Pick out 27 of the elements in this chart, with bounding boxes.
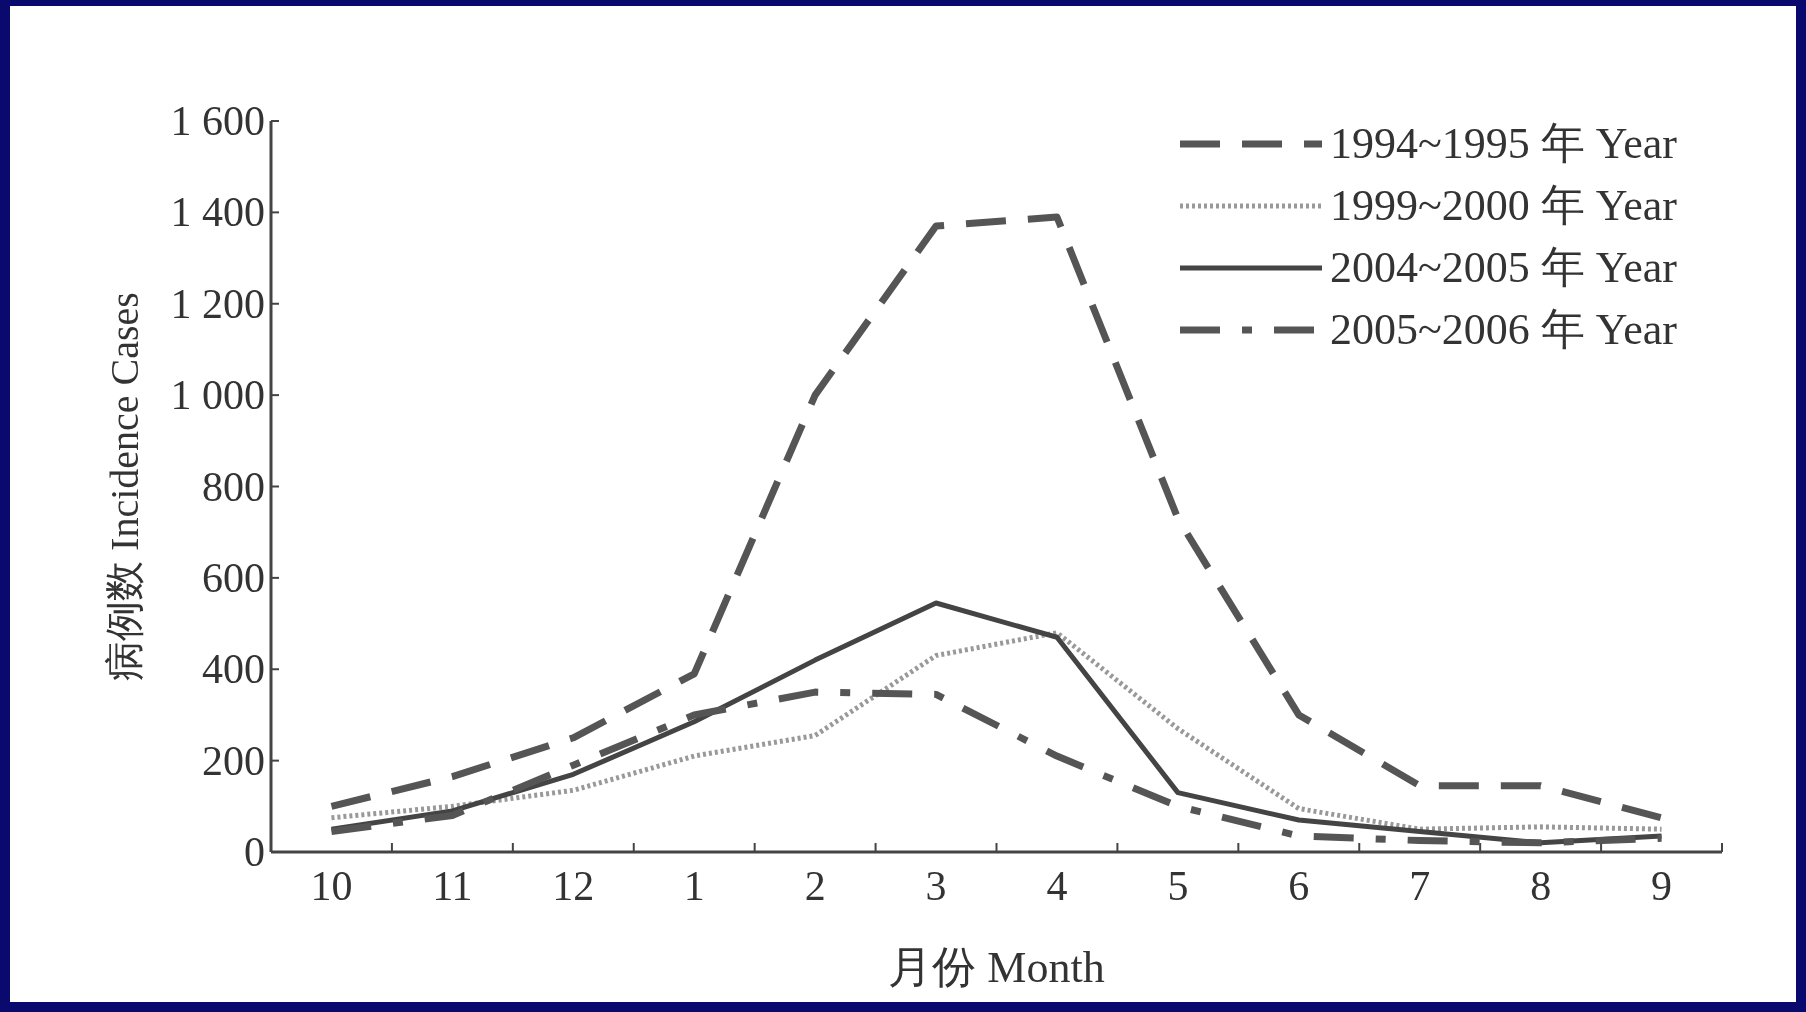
- y-tick-label: 1 600: [170, 98, 265, 144]
- y-tick-label: 1 400: [170, 189, 265, 236]
- x-tick-label: 10: [310, 863, 353, 909]
- legend-label: 1994~1995 年 Year: [1330, 119, 1678, 168]
- y-tick-label: 1 200: [170, 280, 265, 327]
- x-tick-label: 5: [1167, 863, 1189, 909]
- y-tick-label: 0: [244, 829, 265, 875]
- x-tick-label: 7: [1409, 863, 1431, 909]
- x-tick-label: 12: [552, 863, 595, 909]
- x-tick-label: 6: [1288, 863, 1310, 909]
- x-tick-label: 4: [1046, 863, 1068, 909]
- x-tick-label: 2: [804, 863, 826, 909]
- legend-label: 2004~2005 年 Year: [1330, 243, 1678, 292]
- x-tick-label: 9: [1651, 863, 1673, 909]
- x-axis-title: 月份 Month: [888, 943, 1105, 992]
- y-tick-label: 200: [202, 737, 265, 784]
- x-tick-label: 11: [432, 863, 473, 909]
- y-tick-label: 400: [202, 646, 265, 693]
- legend-label: 2005~2006 年 Year: [1330, 305, 1678, 354]
- x-tick-label: 8: [1530, 863, 1552, 909]
- x-tick-label: 1: [683, 863, 705, 909]
- y-axis-title: 病例数 Incidence Cases: [102, 292, 147, 681]
- y-tick-label: 1 000: [170, 372, 265, 419]
- legend-label: 1999~2000 年 Year: [1330, 181, 1678, 230]
- x-tick-label: 3: [925, 863, 947, 909]
- y-tick-label: 800: [202, 463, 265, 510]
- y-tick-label: 600: [202, 554, 265, 601]
